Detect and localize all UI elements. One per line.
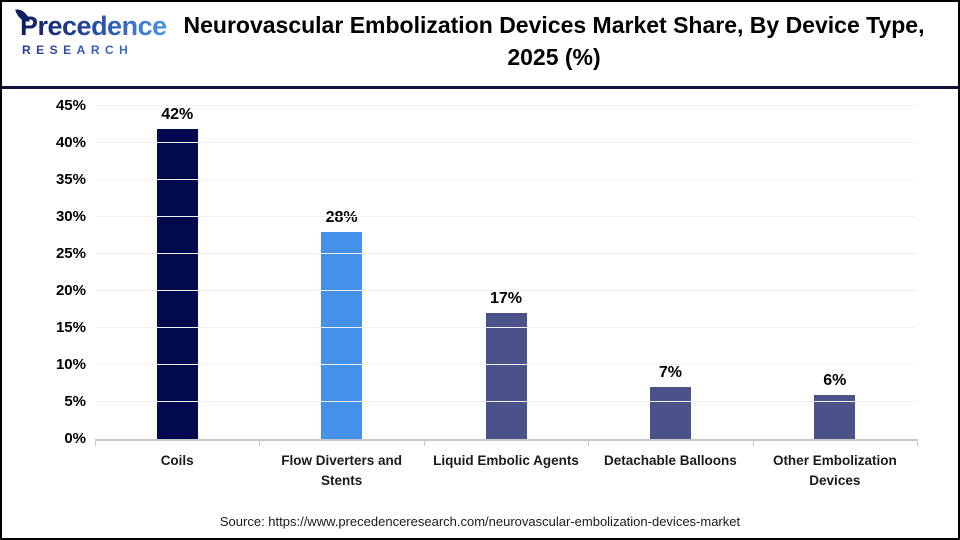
bar-slot-coils: 42% — [95, 106, 259, 439]
bar-slot-other-embolization-devices: 6% — [753, 106, 917, 439]
brand-logo: Precedence RESEARCH — [2, 2, 172, 57]
y-axis-tick-label: 20% — [55, 282, 86, 299]
x-axis-tick — [752, 439, 754, 446]
x-axis-tick — [259, 439, 261, 446]
x-axis-category-label: Other Embolization Devices — [772, 453, 897, 489]
x-axis-category-label: Liquid Embolic Agents — [433, 453, 579, 468]
bar-value-label: 42% — [161, 106, 194, 123]
bar-flow-diverters-and-stents — [321, 231, 363, 439]
bar-value-label: 6% — [823, 371, 847, 389]
gridline — [95, 105, 917, 106]
gridline — [95, 364, 917, 366]
gridline — [95, 290, 917, 292]
bar-slot-flow-diverters-and-stents: 28% — [259, 106, 423, 439]
gridline — [95, 327, 917, 328]
bar-liquid-embolic-agents — [485, 313, 527, 439]
gridline — [95, 179, 917, 180]
source-text: Source: https://www.precedenceresearch.c… — [219, 514, 741, 529]
y-axis-tick-label: 30% — [55, 208, 86, 225]
x-axis-labels: Coils Flow Diverters and Stents Liquid Emb… — [95, 451, 917, 492]
plot-area: 42% 28% 17% 7% 6% — [95, 105, 918, 446]
x-axis-tick — [95, 439, 96, 446]
y-axis-tick-label: 35% — [55, 171, 86, 188]
y-axis-tick-label: 10% — [55, 356, 86, 373]
y-axis-tick-label: 15% — [55, 319, 86, 336]
x-axis-category-label: Detachable Balloons — [604, 453, 737, 468]
brand-name: Precedence — [20, 11, 167, 41]
chart-section: 42% 28% 17% 7% 6% Coils Flow Diverters and St… — [2, 89, 958, 538]
header: Precedence RESEARCH Neurovascular Emboli… — [2, 2, 958, 89]
bar-detachable-balloons — [649, 387, 691, 439]
bar-value-label: 17% — [490, 290, 523, 308]
y-axis-tick-label: 45% — [55, 97, 86, 114]
brand-subname: RESEARCH — [20, 43, 172, 57]
y-axis-tick-label: 5% — [64, 393, 86, 410]
x-axis-category-label: Coils — [160, 453, 194, 468]
x-axis-tick — [588, 439, 590, 446]
bar-slot-detachable-balloons: 7% — [588, 106, 752, 439]
bar-slot-liquid-embolic-agents: 17% — [424, 106, 588, 439]
bar-coils — [156, 129, 198, 439]
bar-value-label: 7% — [658, 364, 682, 382]
gridline — [95, 142, 917, 144]
x-axis-category-label: Flow Diverters and Stents — [281, 453, 402, 489]
bars-row: 42% 28% 17% 7% 6% — [95, 106, 917, 439]
gridline — [95, 216, 917, 217]
gridline — [95, 401, 917, 403]
x-axis-tick — [423, 439, 425, 446]
chart-title: Neurovascular Embolization Devices Marke… — [183, 12, 925, 70]
y-axis-tick-label: 40% — [55, 134, 86, 151]
y-axis-tick-label: 0% — [64, 430, 86, 447]
x-axis-tick — [917, 439, 918, 446]
y-axis-tick-label: 25% — [55, 245, 86, 262]
bar-value-label: 28% — [325, 208, 358, 226]
gridline — [95, 253, 917, 254]
